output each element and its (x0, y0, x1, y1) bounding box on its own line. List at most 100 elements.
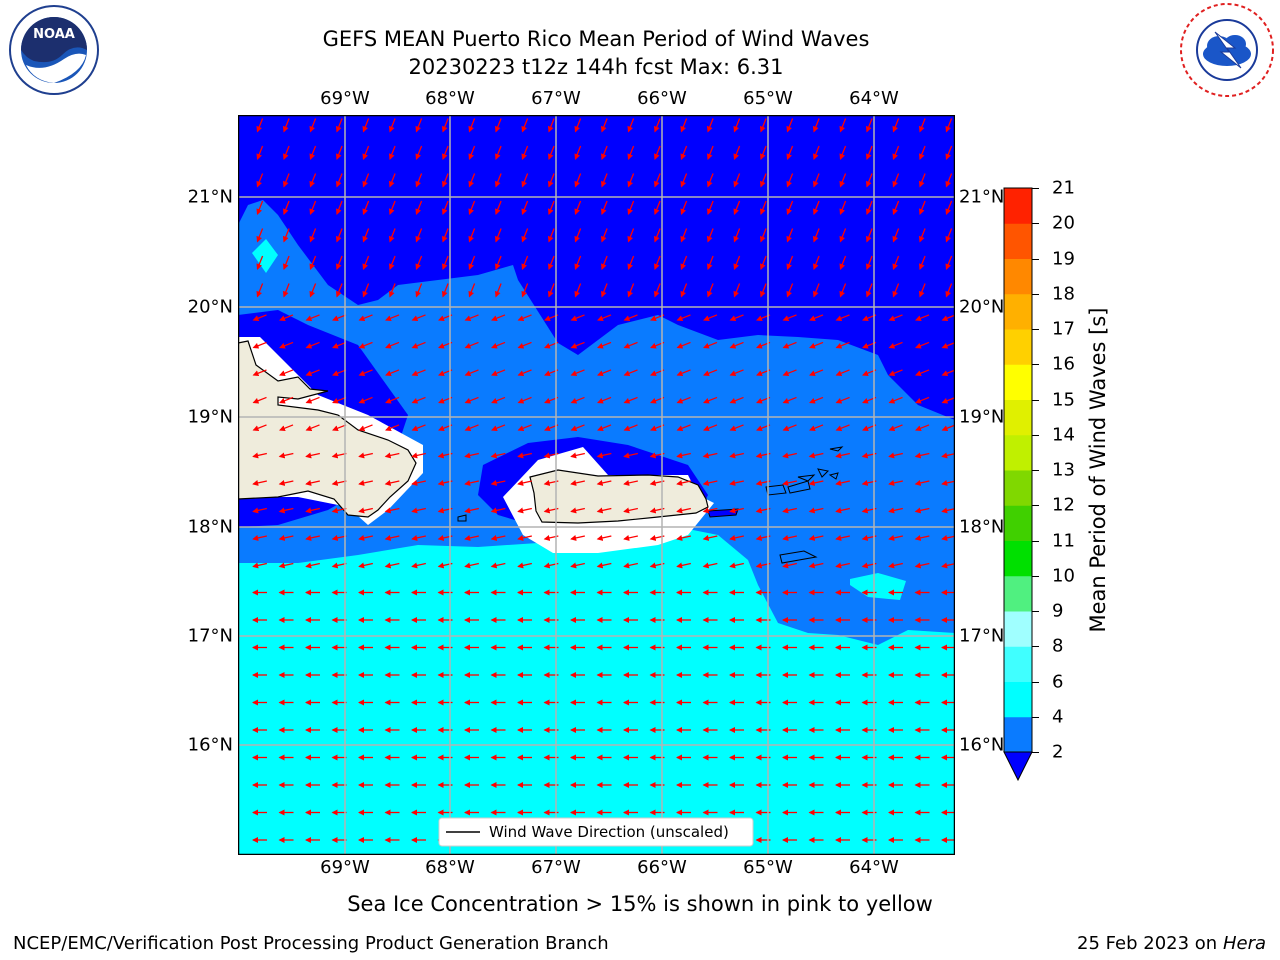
wind-arrow (411, 480, 426, 486)
wind-arrow (305, 480, 320, 486)
wind-arrow (358, 396, 373, 404)
wind-arrow (362, 200, 370, 215)
wind-arrow (305, 396, 320, 404)
wind-arrow (491, 424, 506, 432)
wind-arrow (759, 228, 767, 243)
wind-arrow (570, 480, 585, 486)
wind-arrow (782, 396, 797, 404)
wind-arrow (888, 314, 903, 322)
lon-label-top: 66°W (637, 88, 687, 109)
wind-arrow (282, 200, 290, 215)
wind-arrow (839, 145, 847, 160)
wind-arrow (835, 314, 850, 322)
wind-arrow (385, 424, 400, 432)
colorbar-tick-label: 15 (1052, 389, 1075, 410)
wind-arrow (574, 255, 582, 270)
wind-arrow (335, 200, 343, 215)
wind-arrow (918, 145, 926, 160)
wind-arrow (282, 118, 290, 133)
wind-arrow (653, 283, 661, 298)
wind-arrow (839, 118, 847, 133)
wind-arrow (653, 173, 661, 188)
wind-arrow (918, 200, 926, 215)
wind-arrow (941, 535, 955, 541)
wind-arrow (759, 255, 767, 270)
wind-arrow (892, 228, 900, 243)
wind-arrow (278, 535, 294, 541)
wind-arrow (733, 173, 741, 188)
wind-arrow (256, 118, 264, 133)
colorbar-tick-label: 12 (1052, 494, 1075, 516)
wind-arrow (358, 452, 373, 459)
wind-arrow (733, 228, 741, 243)
wind-arrow (676, 535, 691, 541)
wind-arrow (945, 145, 953, 160)
land-virgin-islands (765, 468, 830, 496)
wind-arrow (892, 200, 900, 215)
wind-arrow (914, 480, 930, 486)
wind-arrow (547, 283, 555, 298)
colorbar-tick-label: 2 (1052, 741, 1064, 763)
wind-arrow (362, 145, 370, 160)
wind-arrow (384, 507, 400, 514)
wind-arrow (597, 396, 612, 404)
wind-arrow (464, 396, 479, 404)
nws-logo (1177, 2, 1277, 98)
wind-arrow (733, 255, 741, 270)
wind-arrow (305, 535, 320, 541)
wind-arrow (918, 228, 926, 243)
lon-label-top: 65°W (743, 88, 793, 109)
wind-arrow (279, 341, 294, 349)
wind-arrow (888, 341, 903, 349)
wind-arrow (490, 480, 506, 486)
wind-arrow (491, 369, 506, 377)
wind-arrow (411, 562, 426, 569)
wind-arrow (623, 314, 638, 322)
colorbar-tick-mark (1032, 293, 1039, 295)
wind-arrow (702, 507, 718, 514)
wind-arrow (733, 145, 741, 160)
wind-arrow (835, 480, 850, 486)
wind-arrow (892, 118, 900, 133)
graticule (238, 115, 955, 855)
wind-arrow (411, 314, 426, 322)
wind-arrow (596, 507, 612, 514)
wind-arrow (415, 228, 423, 243)
wind-arrow (941, 341, 955, 349)
wind-arrow (385, 341, 400, 349)
lon-label-bottom: 68°W (425, 857, 475, 878)
wind-arrow (812, 255, 820, 270)
wind-arrow (782, 424, 797, 432)
wind-arrow (680, 283, 688, 298)
wind-arrow (570, 396, 585, 404)
colorbar-tick-label: 4 (1052, 706, 1064, 728)
wind-arrow (252, 507, 267, 514)
colorbar-tick-label: 10 (1052, 565, 1075, 587)
wind-arrow (865, 200, 873, 215)
chart-subtitle: 20230223 t12z 144h fcst Max: 6.31 (408, 55, 784, 79)
lat-label-left: 18°N (187, 516, 233, 538)
wind-arrow (517, 369, 532, 377)
wind-arrow (945, 118, 953, 133)
wind-arrow (729, 562, 744, 569)
wind-arrow (252, 396, 267, 404)
colorbar-segment (1004, 505, 1032, 541)
wind-arrow (464, 369, 479, 377)
wind-arrow (362, 255, 370, 270)
wind-arrow (256, 283, 264, 298)
sea-ice-note: Sea Ice Concentration > 15% is shown in … (347, 892, 933, 916)
wind-arrow (623, 507, 638, 514)
wind-arrow (786, 228, 794, 243)
wind-arrow (547, 255, 555, 270)
wind-arrow (623, 562, 638, 569)
wind-arrow (570, 314, 585, 322)
wind-arrow (809, 341, 824, 349)
wind-arrow (468, 255, 476, 270)
wind-arrow (809, 369, 824, 377)
wind-arrow (623, 424, 638, 432)
wind-arrow (384, 535, 400, 541)
wind-arrow (623, 369, 638, 377)
wind-arrow (812, 200, 820, 215)
wind-arrow (358, 314, 373, 322)
wind-arrow (600, 173, 608, 188)
